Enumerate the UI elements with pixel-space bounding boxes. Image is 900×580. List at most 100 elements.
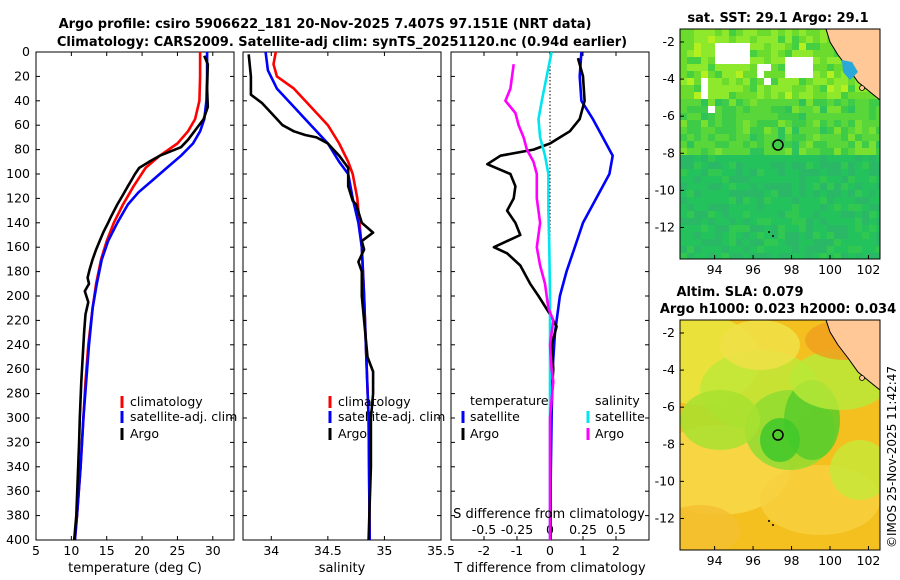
sst-cell xyxy=(778,253,785,259)
sst-cell xyxy=(806,64,813,71)
sst-cell xyxy=(729,253,736,259)
sst-cell xyxy=(834,57,841,64)
sst-cell xyxy=(876,253,880,259)
sst-cell xyxy=(715,190,722,197)
sst-cell xyxy=(680,64,687,71)
sst-cell xyxy=(687,225,694,232)
sst-cell xyxy=(806,155,813,162)
sst-cell xyxy=(862,155,869,162)
sst-cell xyxy=(862,148,869,155)
sst-cell xyxy=(701,120,708,127)
sst-cell xyxy=(862,190,869,197)
sst-cell xyxy=(806,29,813,36)
sst-cell xyxy=(729,127,736,134)
sst-cell xyxy=(680,36,687,43)
sst-cell xyxy=(715,57,722,64)
sst-cell xyxy=(813,190,820,197)
sst-cell xyxy=(701,29,708,36)
sst-cell xyxy=(778,85,785,92)
sla-map-axes: 94 96 98 100 102 -2 -4 -6 -8 -10 -12 xyxy=(655,325,881,568)
sst-cell xyxy=(771,43,778,50)
sst-cell xyxy=(820,99,827,106)
sst-cell xyxy=(701,64,708,71)
sst-cell xyxy=(792,64,799,71)
sst-cell xyxy=(827,106,834,113)
sst-cell xyxy=(687,246,694,253)
depth-tick-label: 100 xyxy=(6,166,30,181)
sst-cell xyxy=(841,218,848,225)
sst-cell xyxy=(750,197,757,204)
sst-cell xyxy=(757,50,764,57)
sst-cell xyxy=(862,232,869,239)
sst-cell xyxy=(820,232,827,239)
sst-cell xyxy=(764,85,771,92)
sst-cell xyxy=(757,190,764,197)
x-tick-label: 35.5 xyxy=(427,543,455,558)
sst-cell xyxy=(778,169,785,176)
sst-cell xyxy=(694,155,701,162)
sst-cell xyxy=(694,120,701,127)
sst-cell xyxy=(834,218,841,225)
x2-tick-label: -0.25 xyxy=(501,522,533,537)
sst-cell xyxy=(722,78,729,85)
sst-cell xyxy=(722,239,729,246)
x-tick-label: -1 xyxy=(511,543,523,558)
sst-cell xyxy=(680,253,687,259)
x-tick-label: 30 xyxy=(205,543,221,558)
sst-cell xyxy=(687,127,694,134)
legend-label-t-satellite: satellite xyxy=(470,409,520,424)
sst-cell xyxy=(792,204,799,211)
sst-cell xyxy=(862,183,869,190)
sst-cell xyxy=(841,134,848,141)
sst-cell xyxy=(869,225,876,232)
sst-cell xyxy=(827,71,834,78)
legend-label-satellite: satellite-adj. clim xyxy=(130,409,237,424)
map-x-tick-label: 102 xyxy=(857,262,881,277)
sst-cell xyxy=(771,246,778,253)
sst-cell xyxy=(827,155,834,162)
sst-cell xyxy=(722,211,729,218)
sst-cell xyxy=(876,190,880,197)
sst-cell xyxy=(834,78,841,85)
sst-cell xyxy=(841,176,848,183)
temperature-legend: climatology satellite-adj. clim Argo xyxy=(120,394,237,441)
sst-cell xyxy=(701,148,708,155)
sst-cell xyxy=(785,106,792,113)
sst-cell xyxy=(722,134,729,141)
sst-cell xyxy=(687,183,694,190)
sst-cell xyxy=(694,183,701,190)
sst-cell xyxy=(778,246,785,253)
sst-cell xyxy=(841,78,848,85)
sst-cell xyxy=(729,232,736,239)
sst-cell xyxy=(855,176,862,183)
sst-cell xyxy=(750,64,757,71)
sst-cell xyxy=(785,43,792,50)
sst-cell xyxy=(799,176,806,183)
series-line-salinity-satellite xyxy=(537,52,553,540)
sst-cell xyxy=(869,169,876,176)
sst-cell xyxy=(687,239,694,246)
sst-cell xyxy=(827,99,834,106)
sst-cell xyxy=(799,183,806,190)
sst-cell xyxy=(750,57,757,64)
sst-cell xyxy=(680,155,687,162)
x2-tick-label: 0.5 xyxy=(606,522,626,537)
sst-cell xyxy=(771,218,778,225)
sst-cell xyxy=(820,246,827,253)
sst-cell xyxy=(701,127,708,134)
sst-cell xyxy=(708,78,715,85)
sst-cell xyxy=(834,71,841,78)
sst-cell xyxy=(834,169,841,176)
sst-cell xyxy=(778,225,785,232)
sst-cell xyxy=(729,218,736,225)
sst-cell xyxy=(722,204,729,211)
sst-cell xyxy=(820,239,827,246)
sst-cell xyxy=(855,211,862,218)
sst-cell xyxy=(820,36,827,43)
sst-cell xyxy=(834,92,841,99)
sst-cell xyxy=(729,64,736,71)
sst-cell xyxy=(687,78,694,85)
sst-cell xyxy=(855,225,862,232)
sst-cell xyxy=(715,204,722,211)
sst-cell xyxy=(792,50,799,57)
